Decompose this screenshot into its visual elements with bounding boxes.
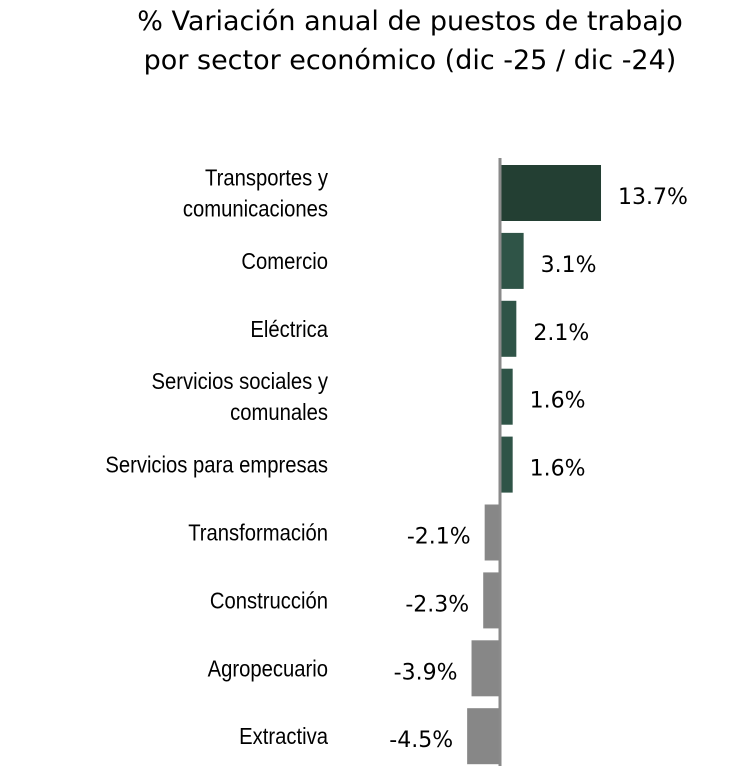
value-label-2: 2.1% [533,321,589,346]
value-label-7: -3.9% [394,660,458,685]
bars-group [467,165,602,765]
bar-6 [483,572,500,629]
value-label-6: -2.3% [405,592,469,617]
category-label-line: Construcción [210,587,328,614]
bar-1 [501,232,524,289]
category-label-6: Construcción [210,587,328,614]
category-label-2: Eléctrica [250,316,328,343]
category-label-line: Comercio [241,248,328,275]
bar-3 [501,368,513,425]
category-label-line: comunicaciones [183,195,328,222]
bar-8 [467,708,500,765]
value-label-3: 1.6% [530,389,586,414]
category-label-8: Extractiva [239,723,329,750]
category-label-3: Servicios sociales y comunales [151,368,328,426]
bar-4 [501,436,513,493]
category-label-5: Transformación [188,519,328,546]
category-label-4: Servicios para empresas [105,451,328,478]
category-label-line: Servicios sociales y [151,368,328,395]
category-label-line: Servicios para empresas [105,451,328,478]
chart-title: % Variación anual de puestos de trabajo … [0,2,750,80]
category-label-0: Transportes y comunicaciones [183,164,328,222]
bar-7 [471,640,500,697]
category-label-line: Extractiva [239,723,329,750]
value-label-0: 13.7% [618,185,688,210]
category-label-line: Eléctrica [250,316,328,343]
category-labels-group: Transportes y comunicaciones Comercio Eléct… [105,164,329,749]
value-label-8: -4.5% [389,728,453,753]
value-label-1: 3.1% [541,253,597,278]
chart-title-line-2: por sector económico (dic -25 / dic -24) [143,45,677,76]
bar-0 [501,165,602,221]
bar-5 [484,504,500,561]
category-label-line: Transformación [188,519,328,546]
category-label-line: Agropecuario [208,655,328,682]
category-label-7: Agropecuario [208,655,328,682]
category-label-line: Transportes y [205,164,328,191]
category-label-line: comunales [230,399,328,426]
category-label-1: Comercio [241,248,328,275]
bar-2 [501,300,517,357]
chart-title-line-1: % Variación anual de puestos de trabajo [137,6,683,37]
value-label-4: 1.6% [530,457,586,482]
value-label-5: -2.1% [407,525,471,550]
value-labels-group: 13.7% 3.1% 2.1% 1.6% 1.6% -2.1% -2.3% -3.9% -4.5… [389,185,688,753]
